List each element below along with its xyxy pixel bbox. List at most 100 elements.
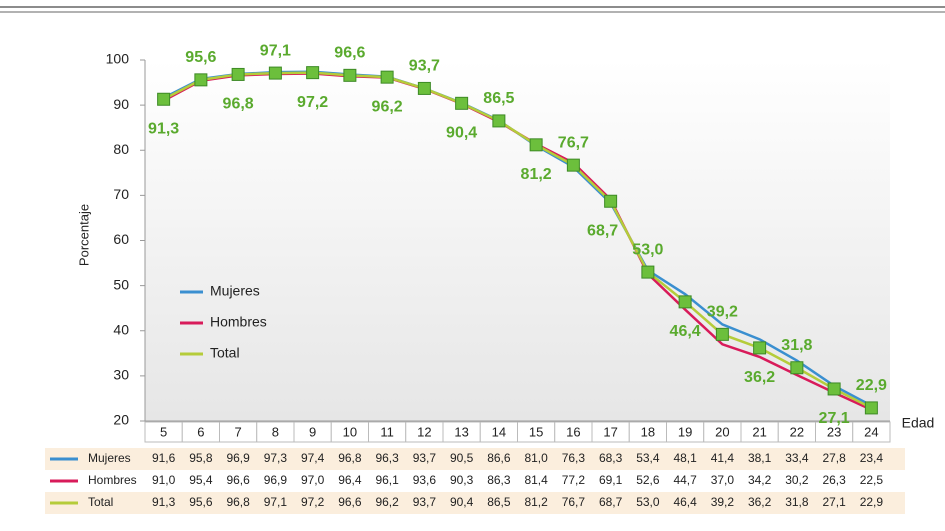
data-label: 76,7 xyxy=(558,134,589,151)
table-cell: 31,8 xyxy=(785,495,809,509)
table-cell: 96,6 xyxy=(226,473,250,487)
table-cell: 53,0 xyxy=(636,495,660,509)
x-tick-label: 8 xyxy=(272,424,279,439)
marker xyxy=(455,96,469,110)
table-cell: 96,8 xyxy=(226,495,250,509)
marker xyxy=(492,114,506,128)
table-cell: 95,6 xyxy=(189,495,213,509)
x-tick-label: 16 xyxy=(566,424,580,439)
y-axis-label: Porcentaje xyxy=(76,204,91,266)
table-row-label: Hombres xyxy=(88,473,137,487)
y-tick-label: 30 xyxy=(113,367,129,383)
table-cell: 38,1 xyxy=(748,451,772,465)
table-cell: 22,9 xyxy=(860,495,884,509)
legend-label: Mujeres xyxy=(210,283,260,299)
data-label: 96,2 xyxy=(372,98,403,115)
x-tick-label: 5 xyxy=(160,424,167,439)
data-label: 86,5 xyxy=(483,90,514,107)
x-tick-label: 6 xyxy=(197,424,204,439)
x-tick-label: 13 xyxy=(454,424,468,439)
x-tick-label: 12 xyxy=(417,424,431,439)
x-tick-label: 7 xyxy=(235,424,242,439)
x-tick-label: 9 xyxy=(309,424,316,439)
table-row-label: Total xyxy=(88,495,113,509)
table-row xyxy=(45,492,905,514)
data-label: 95,6 xyxy=(185,49,216,66)
table-cell: 46,4 xyxy=(673,495,697,509)
marker xyxy=(641,265,655,279)
table-cell: 97,0 xyxy=(301,473,325,487)
table-cell: 27,8 xyxy=(822,451,846,465)
marker xyxy=(566,158,580,172)
table-cell: 76,7 xyxy=(562,495,586,509)
table-cell: 97,1 xyxy=(264,495,288,509)
table-cell: 96,4 xyxy=(338,473,362,487)
table-cell: 93,6 xyxy=(413,473,437,487)
table-cell: 77,2 xyxy=(562,473,586,487)
x-tick-label: 22 xyxy=(790,424,804,439)
x-tick-label: 18 xyxy=(641,424,655,439)
y-tick-label: 20 xyxy=(113,412,129,428)
table-cell: 96,8 xyxy=(338,451,362,465)
table-row xyxy=(45,470,905,492)
data-label: 93,7 xyxy=(409,58,440,75)
table-cell: 97,3 xyxy=(264,451,288,465)
x-tick-label: 23 xyxy=(827,424,841,439)
table-cell: 96,9 xyxy=(226,451,250,465)
marker xyxy=(194,73,208,87)
x-axis-label: Edad xyxy=(902,415,935,431)
table-cell: 97,4 xyxy=(301,451,325,465)
x-tick-label: 20 xyxy=(715,424,729,439)
table-cell: 93,7 xyxy=(413,451,437,465)
marker xyxy=(790,361,804,375)
data-label: 22,9 xyxy=(856,377,887,394)
legend-label: Hombres xyxy=(210,314,267,330)
table-cell: 91,0 xyxy=(152,473,176,487)
table-cell: 53,4 xyxy=(636,451,660,465)
data-label: 96,8 xyxy=(223,96,254,113)
marker xyxy=(417,81,431,95)
table-cell: 52,6 xyxy=(636,473,660,487)
table-cell: 95,4 xyxy=(189,473,213,487)
marker xyxy=(380,70,394,84)
table-cell: 69,1 xyxy=(599,473,623,487)
y-tick-label: 60 xyxy=(113,231,129,247)
table-cell: 96,6 xyxy=(338,495,362,509)
legend-label: Total xyxy=(210,345,240,361)
data-label: 53,0 xyxy=(632,241,663,258)
table-cell: 86,5 xyxy=(487,495,511,509)
marker xyxy=(715,327,729,341)
table-cell: 81,0 xyxy=(524,451,548,465)
marker xyxy=(753,341,767,355)
data-label: 68,7 xyxy=(587,222,618,239)
data-label: 96,6 xyxy=(334,45,365,62)
table-cell: 81,2 xyxy=(524,495,548,509)
data-label: 90,4 xyxy=(446,125,477,142)
marker xyxy=(306,66,320,80)
table-cell: 86,3 xyxy=(487,473,511,487)
table-cell: 91,3 xyxy=(152,495,176,509)
table-cell: 95,8 xyxy=(189,451,213,465)
table-cell: 37,0 xyxy=(711,473,735,487)
data-label: 91,3 xyxy=(148,120,179,137)
marker xyxy=(604,194,618,208)
table-cell: 41,4 xyxy=(711,451,735,465)
table-cell: 91,6 xyxy=(152,451,176,465)
table-cell: 30,2 xyxy=(785,473,809,487)
table-cell: 96,3 xyxy=(375,451,399,465)
marker xyxy=(827,382,841,396)
table-cell: 90,5 xyxy=(450,451,474,465)
table-cell: 22,5 xyxy=(860,473,884,487)
marker xyxy=(268,66,282,80)
data-label: 27,1 xyxy=(819,410,850,427)
table-cell: 27,1 xyxy=(822,495,846,509)
x-tick-label: 10 xyxy=(343,424,357,439)
data-label: 97,1 xyxy=(260,42,291,59)
marker xyxy=(231,67,245,81)
y-tick-label: 40 xyxy=(113,321,129,337)
marker xyxy=(157,92,171,106)
marker xyxy=(529,138,543,152)
y-tick-label: 90 xyxy=(113,96,129,112)
table-cell: 33,4 xyxy=(785,451,809,465)
table-cell: 96,1 xyxy=(375,473,399,487)
